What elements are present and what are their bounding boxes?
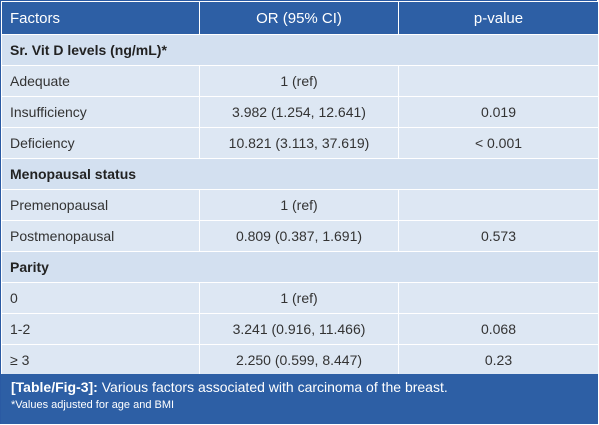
or-cell: 1 (ref) [199,65,399,97]
factor-cell: Insufficiency [1,96,200,128]
factor-cell: 1-2 [1,313,200,345]
table-row: 1-2 3.241 (0.916, 11.466) 0.068 [1,313,599,345]
or-cell: 1 (ref) [199,282,399,314]
p-value-cell: < 0.001 [398,127,599,159]
or-cell: 0.809 (0.387, 1.691) [199,220,399,252]
p-value-cell: 0.573 [398,220,599,252]
table-header-row: Factors OR (95% CI) p-value [1,1,599,35]
header-p-value: p-value [398,1,599,35]
p-value-cell [398,282,599,314]
table-body: Sr. Vit D levels (ng/mL)* Adequate 1 (ref)… [1,34,599,376]
section-label: Sr. Vit D levels (ng/mL)* [1,34,599,66]
p-value-cell: 0.019 [398,96,599,128]
section-label: Menopausal status [1,158,599,190]
or-cell: 3.982 (1.254, 12.641) [199,96,399,128]
or-cell: 3.241 (0.916, 11.466) [199,313,399,345]
factor-cell: ≥ 3 [1,344,200,376]
table-row: Deficiency 10.821 (3.113, 37.619) < 0.001 [1,127,599,159]
caption-note: *Values adjusted for age and BMI [11,399,175,411]
p-value-cell: 0.068 [398,313,599,345]
factor-cell: 0 [1,282,200,314]
table-section-row: Menopausal status [1,158,599,190]
factor-cell: Postmenopausal [1,220,200,252]
or-cell: 1 (ref) [199,189,399,221]
caption-main: [Table/Fig-3]: Various factors associate… [11,378,588,397]
p-value-cell [398,65,599,97]
caption-text: Various factors associated with carcinom… [97,379,448,395]
table-section-row: Sr. Vit D levels (ng/mL)* [1,34,599,66]
table-caption: [Table/Fig-3]: Various factors associate… [1,374,598,424]
caption-tag: [Table/Fig-3]: [11,379,98,395]
table-row: ≥ 3 2.250 (0.599, 8.447) 0.23 [1,344,599,376]
factor-cell: Adequate [1,65,200,97]
table-row: Premenopausal 1 (ref) [1,189,599,221]
header-factors: Factors [1,1,200,35]
table-row: Insufficiency 3.982 (1.254, 12.641) 0.019 [1,96,599,128]
factor-cell: Premenopausal [1,189,200,221]
p-value-cell [398,189,599,221]
factors-table: Factors OR (95% CI) p-value Sr. Vit D le… [1,1,599,376]
or-cell: 2.250 (0.599, 8.447) [199,344,399,376]
table-section-row: Parity [1,251,599,283]
p-value-cell: 0.23 [398,344,599,376]
or-cell: 10.821 (3.113, 37.619) [199,127,399,159]
factor-cell: Deficiency [1,127,200,159]
table-row: Adequate 1 (ref) [1,65,599,97]
section-label: Parity [1,251,599,283]
table-row: Postmenopausal 0.809 (0.387, 1.691) 0.573 [1,220,599,252]
header-or: OR (95% CI) [199,1,399,35]
